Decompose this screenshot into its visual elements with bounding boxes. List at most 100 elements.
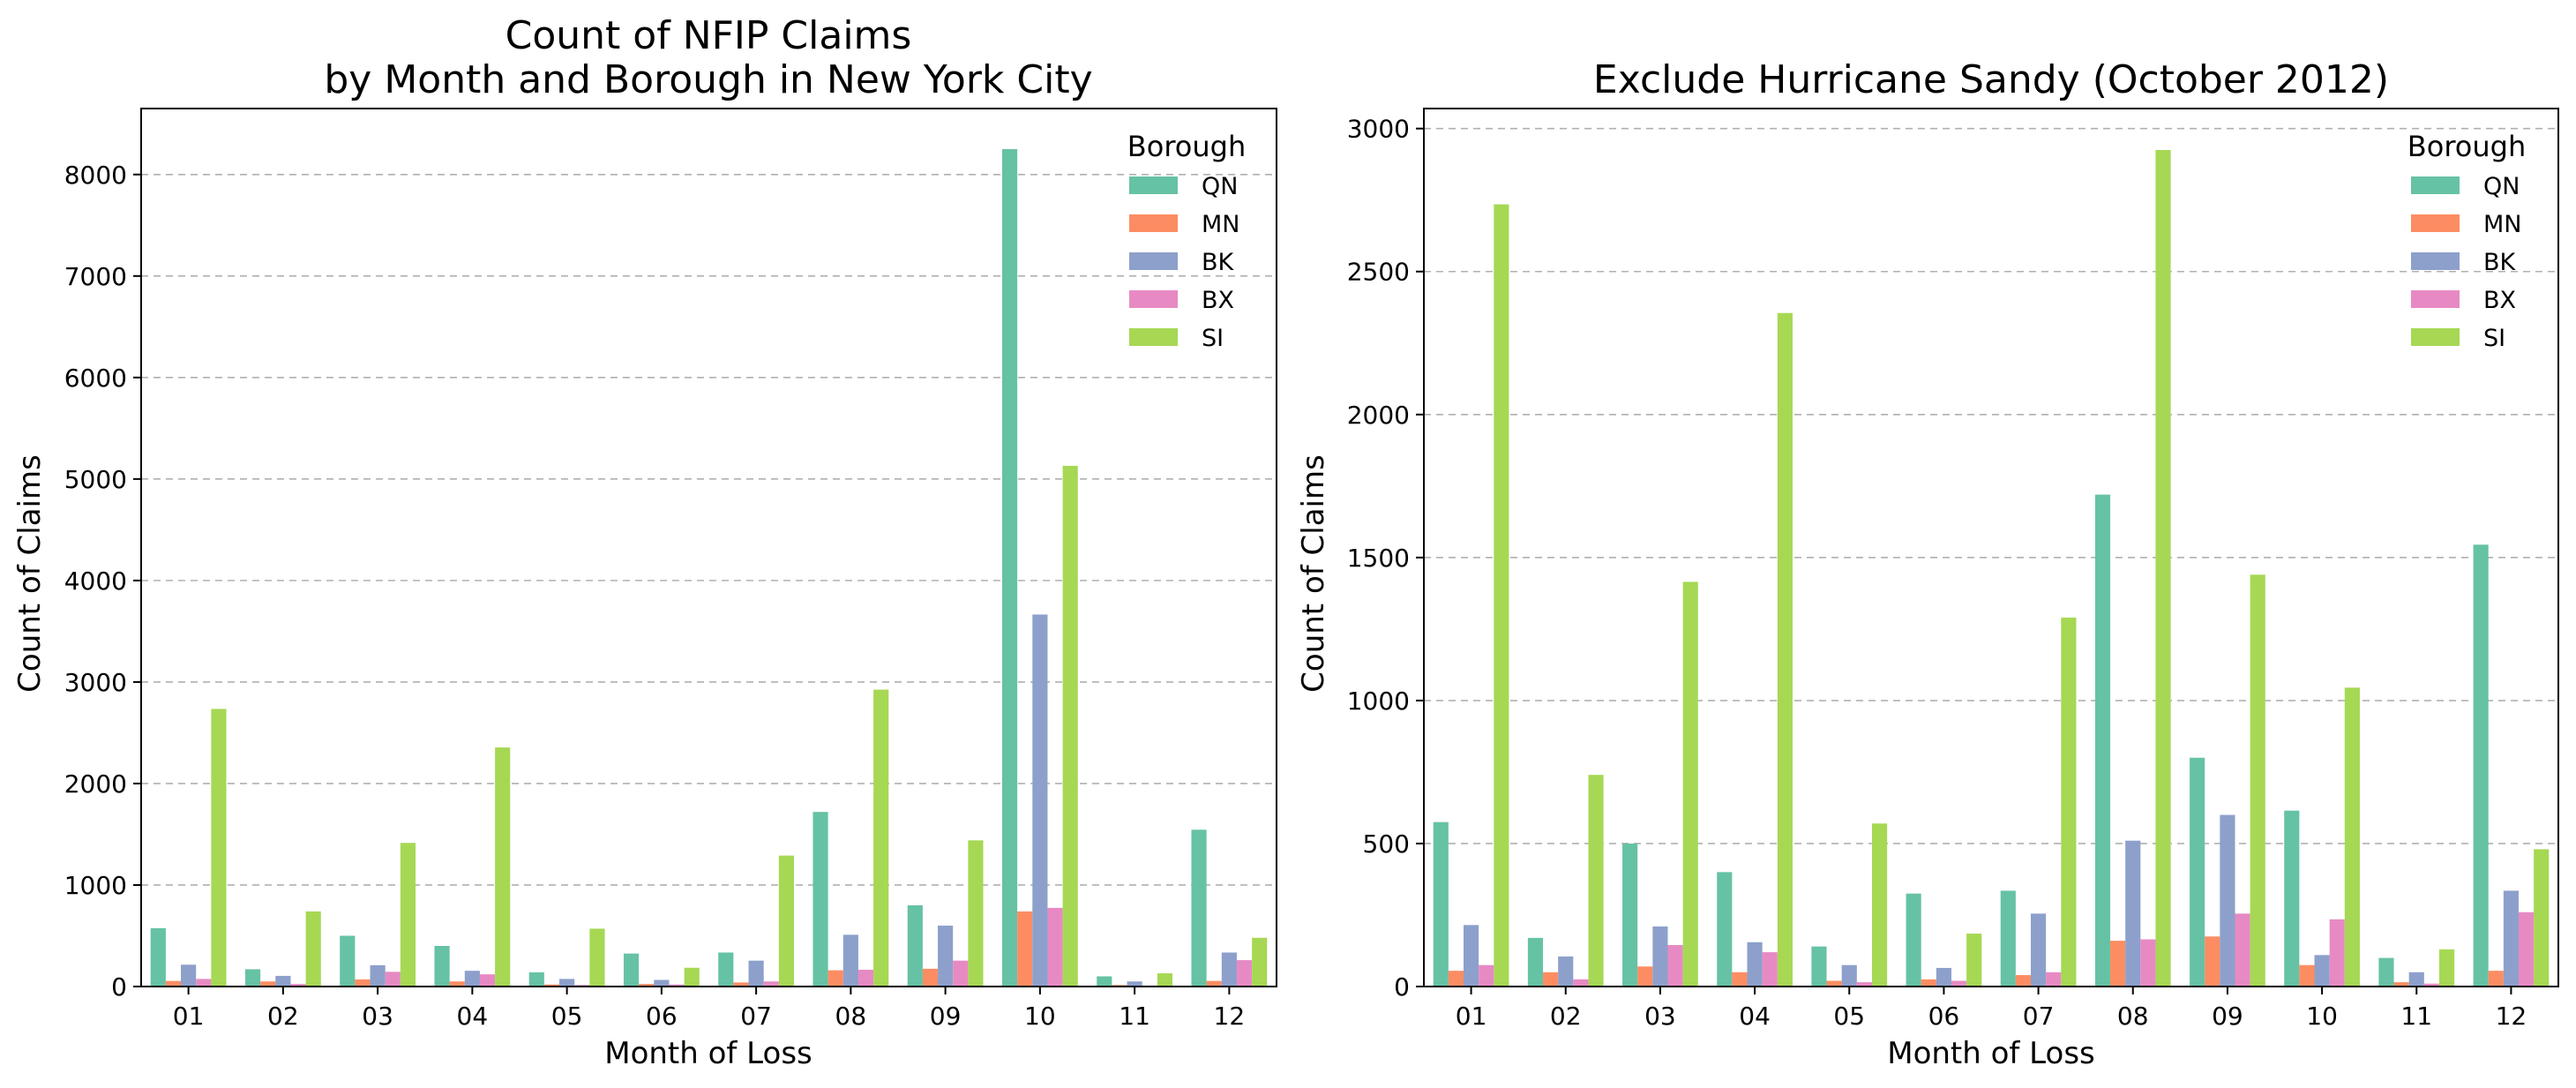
grid-lines (1424, 127, 2558, 844)
y-tick-label: 1000 (64, 871, 127, 900)
x-tick-label: 09 (2212, 1002, 2243, 1031)
y-tick-label: 2500 (1347, 258, 1410, 287)
bar-qn-10 (1001, 149, 1018, 987)
bar-si-08 (2155, 149, 2171, 987)
bar-qn-04 (1717, 872, 1733, 987)
bar-si-06 (1966, 934, 1982, 987)
plot-frame (140, 108, 1277, 987)
grid-lines (141, 173, 1277, 886)
bar-bk-10 (2314, 955, 2330, 987)
bar-mn-10 (2299, 964, 2315, 987)
bar-bk-02 (275, 975, 291, 987)
bar-si-05 (589, 928, 605, 987)
bar-qn-03 (340, 935, 356, 987)
bar-qn-09 (2190, 757, 2205, 987)
bar-mn-10 (1017, 911, 1033, 987)
bar-bk-02 (1558, 956, 1574, 987)
legend-swatch-mn (2411, 214, 2460, 232)
bar-bk-06 (1936, 967, 1951, 987)
bar-qn-05 (528, 972, 544, 987)
bar-si-10 (1062, 465, 1078, 987)
bar-mn-04 (1732, 972, 1748, 987)
bar-bk-10 (1032, 614, 1048, 987)
y-axis-label: Count of Claims (12, 454, 48, 693)
y-tick-label: 0 (1394, 972, 1410, 1002)
bar-qn-06 (623, 953, 640, 987)
legend-swatch-qn (1129, 176, 1178, 194)
bar-qn-11 (1097, 976, 1112, 987)
bar-mn-03 (355, 979, 371, 987)
legend-label-si: SI (1202, 325, 1224, 352)
bar-qn-05 (1811, 946, 1827, 987)
bar-bk-11 (1127, 981, 1142, 987)
bar-bk-08 (842, 934, 858, 987)
x-tick-label: 06 (646, 1002, 678, 1031)
bar-si-11 (1157, 973, 1173, 987)
bar-si-10 (2344, 687, 2360, 987)
axes: 0 1000 2000 3000 4000 5000 6000 7000 8000 01 02 03 0… (64, 108, 1277, 1031)
bar-si-05 (1871, 823, 1888, 987)
chart-exclude-sandy: 0 500 1000 1500 2000 2500 3000 01 02 03 04 05 06 07 08… (1296, 57, 2559, 1071)
x-tick-label: 10 (2306, 1002, 2338, 1031)
bar-bx-02 (1573, 979, 1589, 987)
bar-bx-11 (2423, 983, 2439, 987)
x-tick-label: 04 (457, 1002, 489, 1031)
bar-bx-06 (1951, 980, 1967, 987)
bar-bx-04 (479, 974, 496, 987)
bar-si-08 (873, 689, 889, 987)
bar-si-01 (1494, 204, 1509, 987)
bar-bk-04 (464, 971, 480, 987)
bar-si-01 (211, 709, 227, 987)
y-tick-label: 0 (111, 972, 127, 1002)
legend-swatch-si (2411, 328, 2460, 346)
bar-qn-01 (1433, 822, 1449, 987)
bar-mn-09 (2205, 936, 2220, 987)
x-tick-label: 07 (2023, 1002, 2055, 1031)
x-tick-label: 08 (835, 1002, 867, 1031)
bar-bx-01 (196, 979, 212, 987)
bar-bx-09 (2235, 913, 2250, 987)
x-tick-label: 09 (930, 1002, 962, 1031)
bar-mn-08 (827, 970, 843, 987)
bar-bx-08 (857, 970, 874, 987)
legend-swatch-mn (1129, 214, 1178, 232)
bar-qn-08 (2094, 494, 2111, 987)
x-tick-label: 06 (1928, 1002, 1960, 1031)
x-tick-label: 12 (1214, 1002, 1246, 1031)
x-axis-label: Month of Loss (604, 1036, 812, 1071)
bar-qn-06 (1906, 893, 1921, 987)
bar-bx-04 (1762, 952, 1778, 987)
bar-bx-06 (669, 984, 685, 987)
y-tick-label: 3000 (64, 668, 127, 697)
bar-si-02 (1588, 775, 1604, 987)
legend-label-mn: MN (1202, 211, 1240, 238)
legend-label-bx: BX (1202, 287, 1234, 314)
x-tick-label: 02 (267, 1002, 299, 1031)
bar-bk-09 (2220, 814, 2235, 987)
bar-si-11 (2438, 949, 2455, 987)
legend-title: Borough (1127, 130, 1246, 163)
bar-bx-08 (2140, 939, 2156, 987)
bar-mn-08 (2110, 941, 2126, 987)
x-tick-label: 05 (1833, 1002, 1865, 1031)
bar-qn-09 (907, 904, 923, 987)
legend-title: Borough (2408, 130, 2526, 163)
bars (1433, 149, 2550, 987)
bar-qn-12 (2473, 544, 2489, 987)
legend-swatch-si (1129, 328, 1178, 346)
bar-si-07 (778, 855, 795, 987)
bar-bk-04 (1747, 942, 1763, 987)
bar-si-07 (2061, 617, 2077, 987)
bar-mn-02 (260, 981, 276, 987)
y-tick-label: 3000 (1347, 115, 1410, 144)
bar-si-06 (684, 967, 700, 987)
bar-mn-12 (2488, 971, 2504, 987)
bar-qn-08 (812, 812, 828, 987)
bar-mn-03 (1637, 966, 1653, 987)
bar-bk-07 (748, 960, 764, 987)
bar-bx-10 (2329, 919, 2345, 987)
legend-label-bx: BX (2483, 287, 2516, 314)
bar-mn-05 (543, 984, 560, 987)
legend-label-qn: QN (1202, 173, 1238, 200)
